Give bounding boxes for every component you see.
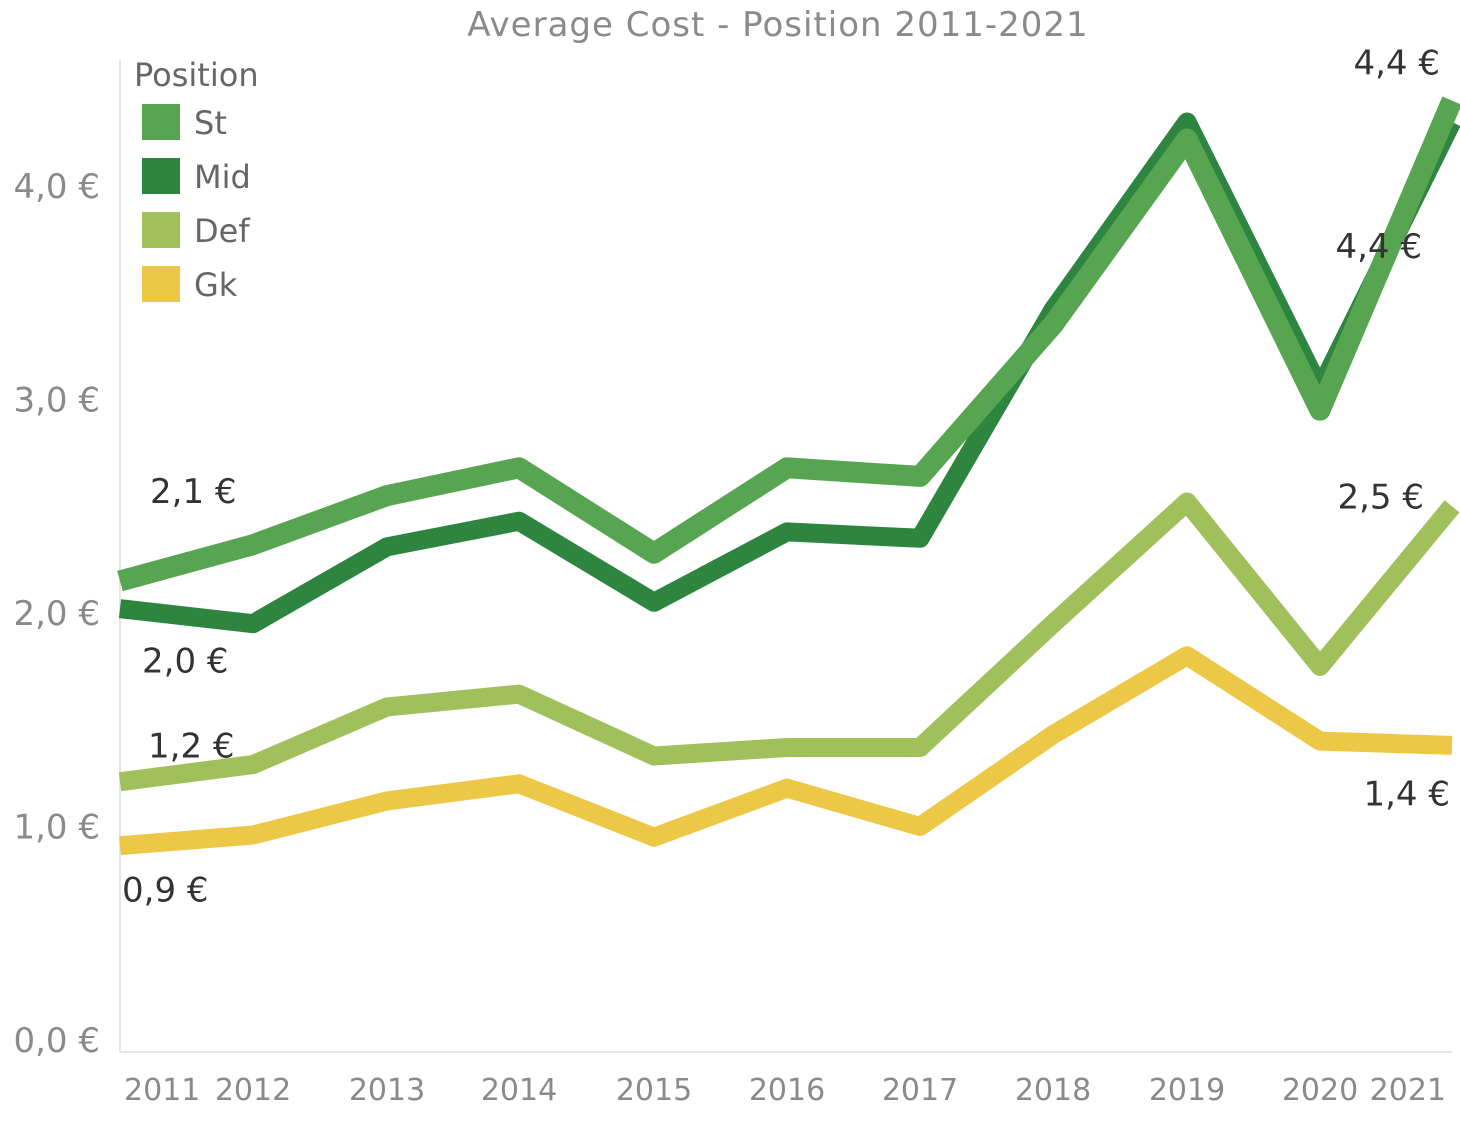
- data-label-def-end: 2,5 €: [1337, 477, 1424, 517]
- data-label-mid-end: 4,4 €: [1335, 227, 1422, 267]
- series-lines: [117, 96, 1460, 856]
- series-line-gk: [119, 646, 1453, 856]
- data-label-def-start: 1,2 €: [148, 727, 235, 767]
- x-axis-ticks: 2011 2012 2013 2014 2015 2016 2017 2018 2019 2020…: [124, 1073, 1446, 1108]
- x-tick-label: 2021: [1370, 1073, 1446, 1108]
- x-tick-label: 2014: [481, 1073, 557, 1108]
- x-tick-label: 2018: [1015, 1073, 1091, 1108]
- x-tick-label: 2019: [1149, 1073, 1225, 1108]
- y-axis-ticks: 4,0 € 3,0 € 2,0 € 1,0 € 0,0 €: [13, 167, 100, 1061]
- x-tick-label: 2017: [882, 1073, 958, 1108]
- y-tick-label: 1,0 €: [13, 808, 100, 848]
- chart-title: Average Cost - Position 2011-2021: [467, 5, 1088, 45]
- legend-swatch-mid: [142, 158, 180, 194]
- y-tick-label: 2,0 €: [13, 594, 100, 634]
- x-tick-label: 2016: [749, 1073, 825, 1108]
- y-tick-label: 0,0 €: [13, 1021, 100, 1061]
- data-label-gk-start: 0,9 €: [122, 871, 209, 911]
- series-line-mid: [118, 112, 1460, 634]
- legend: Position St Mid Def Gk: [134, 56, 259, 304]
- x-tick-label: 2012: [215, 1073, 291, 1108]
- data-label-st-end: 4,4 €: [1353, 44, 1440, 84]
- legend-label-gk: Gk: [194, 266, 238, 304]
- legend-title: Position: [134, 56, 259, 94]
- data-label-mid-start: 2,0 €: [142, 642, 229, 682]
- legend-swatch-gk: [142, 266, 180, 302]
- data-label-gk-end: 1,4 €: [1363, 774, 1450, 814]
- data-label-st-start: 2,1 €: [150, 472, 237, 512]
- x-tick-label: 2013: [349, 1073, 425, 1108]
- y-tick-label: 3,0 €: [13, 381, 100, 421]
- x-tick-label: 2011: [124, 1073, 200, 1108]
- series-line-st: [117, 96, 1460, 592]
- x-tick-label: 2015: [616, 1073, 692, 1108]
- y-tick-label: 4,0 €: [13, 167, 100, 207]
- legend-label-mid: Mid: [194, 158, 251, 196]
- legend-label-def: Def: [194, 212, 250, 250]
- data-labels: 2,1 € 2,0 € 1,2 € 0,9 € 4,4 € 4,4 € 2,5 € 1,4 €: [122, 44, 1450, 911]
- legend-swatch-st: [142, 104, 180, 140]
- legend-swatch-def: [142, 212, 180, 248]
- x-tick-label: 2020: [1282, 1073, 1358, 1108]
- series-line-def: [118, 492, 1460, 792]
- legend-label-st: St: [194, 104, 227, 142]
